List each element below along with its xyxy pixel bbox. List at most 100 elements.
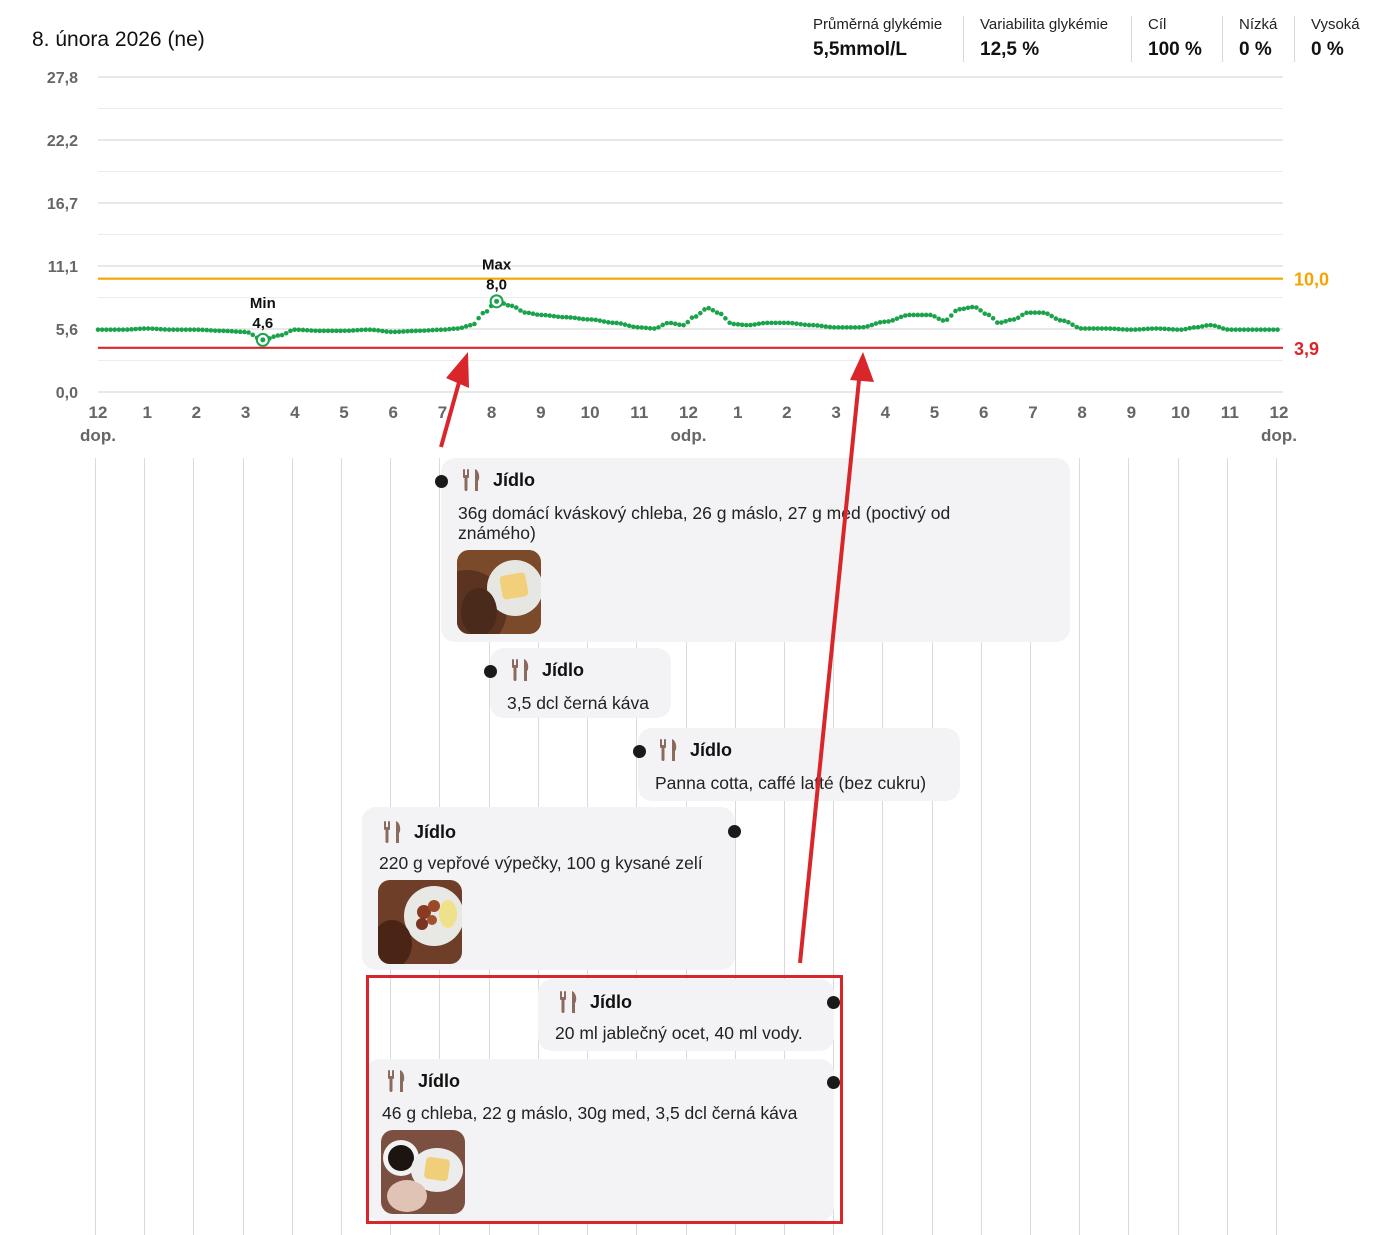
glucose-point [208,328,214,333]
meal-description: 20 ml jablečný ocet, 40 ml vody. [555,1023,803,1043]
meal-card[interactable]: Jídlo 20 ml jablečný ocet, 40 ml vody. [538,979,834,1051]
stat-average: Průměrná glykémie 5,5mmol/L [813,16,942,61]
meal-card[interactable]: Jídlo 3,5 dcl černá káva [490,648,671,718]
glucose-point [1087,326,1092,331]
glucose-point [580,316,586,322]
glucose-point [547,313,553,318]
glucose-point [108,327,113,332]
glucose-point [380,328,385,334]
meal-card[interactable]: Jídlo Panna cotta, caffé latté (bez cukr… [638,728,960,801]
y-tick-label: 22,2 [47,133,78,150]
meal-card[interactable]: Jídlo 36g domácí kváskový chleba, 26 g m… [441,458,1070,642]
meal-card[interactable]: Jídlo 220 g vepřové výpečky, 100 g kysan… [362,807,735,970]
glucose-point [363,327,368,333]
glucose-point [790,320,795,326]
stat-value: 0 % [1311,39,1344,60]
glucose-point [1149,326,1155,331]
timeline-marker [484,665,497,678]
glucose-point [948,313,954,318]
glucose-point [1145,326,1151,332]
glucose-point [154,326,159,332]
y-tick-label: 0,0 [56,385,78,402]
extreme-marker-center [494,298,500,304]
timeline-gridline [144,458,146,1235]
glucose-point [957,306,962,312]
glucose-point [999,320,1004,325]
meal-description: 36g domácí kváskový chleba, 26 g máslo, … [458,503,951,543]
timeline-marker [827,1076,840,1089]
glucose-point [1208,322,1213,328]
x-tick-label: 6 [389,403,398,422]
glucose-point [137,326,143,332]
meal-photo[interactable] [378,880,462,964]
glucose-point [1024,310,1029,316]
glucose-point [660,322,665,328]
glucose-point [1153,326,1159,331]
glucose-point [133,326,138,332]
y-tick-label: 11,1 [48,259,78,276]
glucose-point [718,311,724,317]
glucose-point [1066,319,1071,325]
x-tick-label: 7 [438,403,447,422]
glucose-point [572,315,578,321]
glucose-point [388,329,394,335]
glucose-point [1245,327,1251,332]
divider [1131,16,1132,62]
glucose-point [1116,326,1121,332]
glucose-point [187,327,193,332]
glucose-point [1082,326,1088,331]
glucose-point [693,314,699,319]
glucose-point [723,316,728,321]
timeline-gridline [341,458,343,1235]
glucose-point [672,321,678,327]
glucose-point [196,327,201,332]
glucose-point [1262,327,1268,332]
glucose-point [396,329,402,335]
timeline-gridline [242,458,244,1235]
glucose-point [505,303,511,308]
glucose-point [564,314,569,320]
fork-knife-icon [560,991,577,1013]
x-tick-label: 9 [1127,403,1136,422]
glucose-point [413,328,419,334]
meal-photo[interactable] [457,550,541,634]
glucose-point [856,325,862,330]
glucose-point [484,309,490,314]
glucose-point [455,326,461,331]
glucose-point [1212,323,1218,329]
glucose-point [735,322,741,327]
glucose-point [534,312,540,317]
glucose-point [1107,326,1113,331]
extreme-value: 4,6 [252,315,273,332]
glucose-point [944,317,950,323]
meal-title: Jídlo [690,739,733,760]
glucose-point [589,317,594,322]
glucose-point [359,327,364,333]
meal-photo[interactable] [381,1130,465,1214]
timeline-gridline [882,458,884,1235]
y-tick-label: 5,6 [56,322,78,339]
stats-bar: Průměrná glykémie 5,5mmol/L Variabilita … [0,16,1375,66]
glucose-point [158,326,164,332]
glucose-point [129,327,134,332]
timeline-gridline [1079,458,1081,1235]
glucose-point [1095,326,1100,331]
stat-value: 0 % [1239,39,1272,60]
glucose-point [1020,312,1025,318]
glucose-point [1070,322,1075,328]
meal-description: Panna cotta, caffé latté (bez cukru) [655,773,927,793]
glucose-point [392,329,398,335]
glucose-point [417,328,423,334]
glucose-point [1250,327,1255,332]
glucose-point [593,317,599,323]
glucose-point [585,317,590,322]
glucose-point [698,310,703,316]
glucose-point [752,322,757,327]
x-tick-label: 5 [930,403,939,422]
glucose-point [1015,315,1021,321]
glucose-point [355,327,360,333]
glucose-point [145,326,151,331]
meal-card[interactable]: Jídlo 46 g chleba, 22 g máslo, 30g med, … [366,1059,834,1221]
glucose-point [221,328,226,334]
glucose-point [781,320,787,326]
